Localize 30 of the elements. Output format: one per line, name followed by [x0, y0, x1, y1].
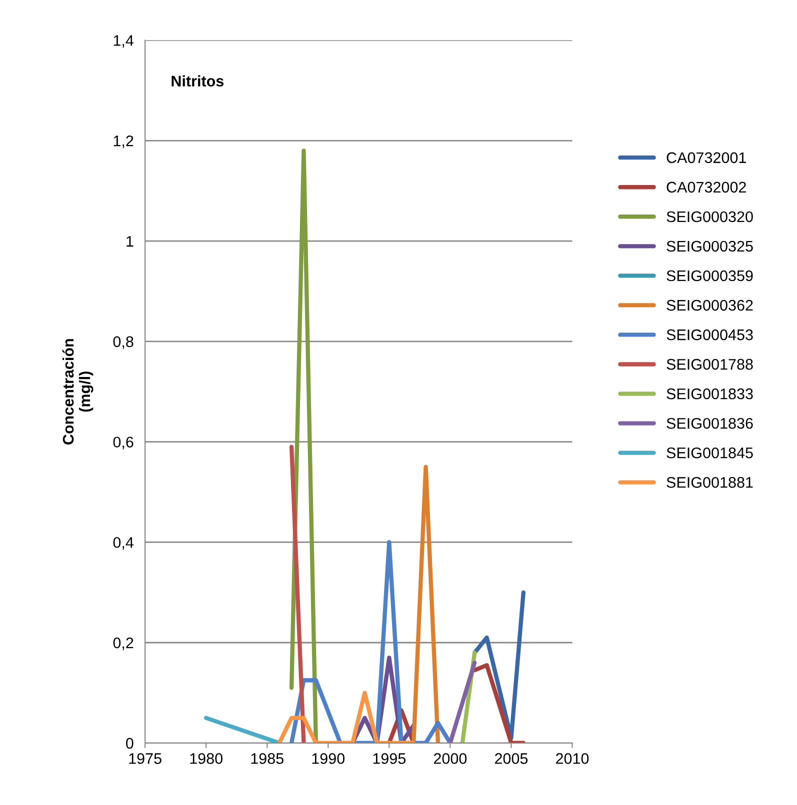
- legend-label: SEIG001881: [666, 476, 753, 488]
- x-tick-label: 1985: [251, 753, 284, 764]
- y-tick-label: 0,8: [113, 336, 134, 349]
- x-tick-label: 1990: [312, 753, 345, 764]
- legend-label: SEIG000325: [666, 240, 753, 252]
- legend-label: CA0732001: [666, 152, 746, 164]
- x-tick-label: 1980: [190, 753, 222, 764]
- y-tick-label: 0: [126, 738, 134, 749]
- y-tick-label: 1,4: [114, 35, 134, 48]
- legend-label: SEIG000362: [666, 300, 753, 311]
- legend-label: CA0732002: [666, 182, 746, 193]
- x-tick-label: 2000: [434, 753, 467, 764]
- legend-label: SEIG000320: [666, 211, 753, 222]
- y-axis-title: Concentración (mg/l): [62, 339, 94, 444]
- x-tick-label: 1975: [129, 753, 162, 764]
- legend-label: SEIG001836: [666, 418, 753, 429]
- y-tick-label: 0,6: [113, 436, 134, 450]
- y-tick-label: 1: [126, 236, 134, 247]
- legend-label: SEIG000359: [666, 270, 753, 282]
- text: Nitritos: [172, 75, 224, 87]
- x-tick-label: 2010: [556, 753, 589, 764]
- legend-label: SEIG001788: [666, 358, 753, 370]
- y-tick-label: 0,2: [113, 637, 134, 650]
- x-tick-label: 1995: [373, 753, 406, 764]
- legend-label: SEIG000453: [666, 329, 753, 340]
- y-tick-label: 0,4: [113, 537, 134, 550]
- legend-label: SEIG001833: [666, 388, 753, 400]
- legend-label: SEIG001845: [666, 447, 753, 458]
- y-tick-label: 1,2: [114, 136, 134, 148]
- x-tick-label: 2005: [494, 753, 528, 764]
